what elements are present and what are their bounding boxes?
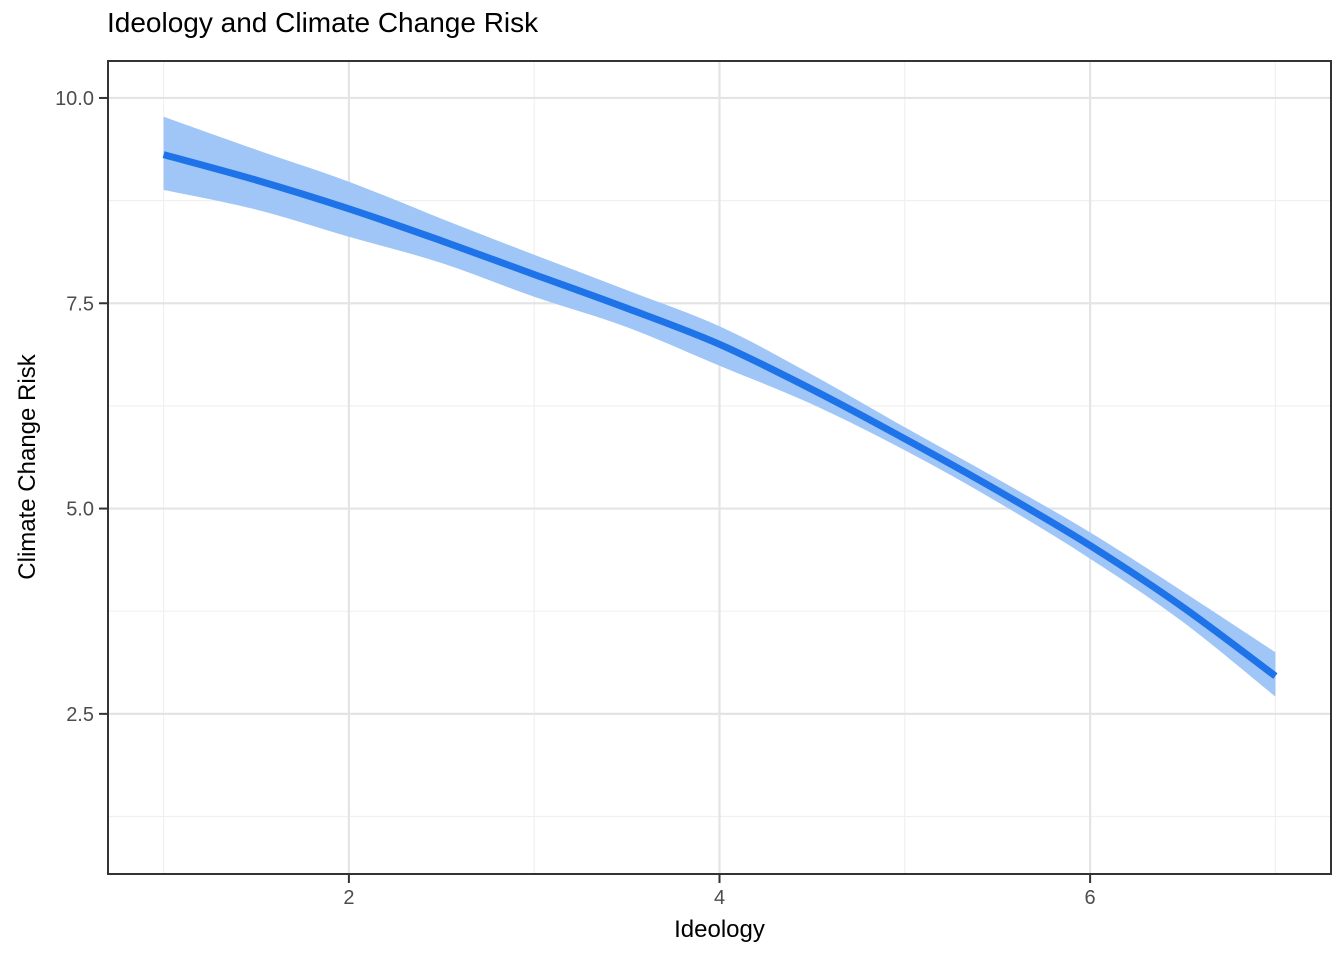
- x-tick-label: 2: [343, 887, 354, 909]
- y-axis-title: Climate Change Risk: [14, 354, 41, 580]
- y-tick-label: 5.0: [66, 499, 94, 521]
- confidence-ribbon-area: [163, 116, 1276, 697]
- y-tick-label: 2.5: [66, 704, 94, 726]
- chart-title: Ideology and Climate Change Risk: [107, 7, 539, 38]
- y-tick-label: 7.5: [66, 293, 94, 315]
- x-tick-label: 4: [714, 887, 725, 909]
- axis-tick-marks: [99, 96, 1092, 883]
- fit-line-path: [162, 151, 1278, 679]
- confidence-ribbon: [163, 116, 1276, 697]
- grid-major-lines: [108, 61, 1331, 874]
- y-tick-label: 10.0: [55, 88, 94, 110]
- x-axis-title: Ideology: [674, 916, 765, 943]
- panel-border-rect: [107, 60, 1332, 875]
- fit-line: [162, 151, 1278, 679]
- x-tick-label: 6: [1085, 887, 1096, 909]
- axis-tick-labels: 2 4 6 2.5 5.0 7.5 10.0: [55, 88, 1096, 909]
- panel-border: [107, 60, 1332, 875]
